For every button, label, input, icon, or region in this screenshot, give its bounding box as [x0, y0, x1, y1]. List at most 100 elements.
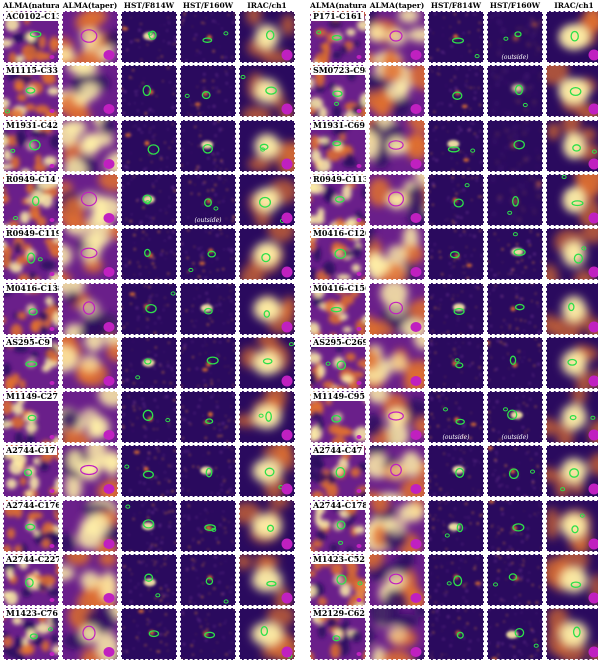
cutout-image [428, 228, 484, 280]
cutout-image-render [369, 445, 425, 497]
cutout-image-render [546, 174, 598, 226]
cutout-image [62, 174, 118, 226]
cutout-image-render [546, 11, 598, 63]
source-label: M1115-C33 [4, 66, 59, 75]
cutout-image [121, 391, 177, 443]
cutout-image-render [546, 445, 598, 497]
cutout-image-render [180, 120, 236, 172]
cutout-image [121, 11, 177, 63]
cutout-image-render [180, 554, 236, 606]
cutout-image [546, 445, 598, 497]
cutout-image [487, 174, 543, 226]
cutout-image [428, 500, 484, 552]
source-label: M0416-C156 [311, 284, 366, 293]
cutout-image [62, 228, 118, 280]
cutout-image [239, 228, 295, 280]
cutout-image [239, 174, 295, 226]
cutout-image-render [121, 228, 177, 280]
cutout-image-render [487, 174, 543, 226]
cutout-image: (outside) [487, 391, 543, 443]
cutout-image: AS295-C269 [310, 337, 366, 389]
cutout-image-render [239, 11, 295, 63]
cutout-image: R0949-C119 [3, 228, 59, 280]
cutout-image [428, 11, 484, 63]
cutout-image-render [428, 65, 484, 117]
source-label: M1149-C27 [4, 392, 59, 401]
cutout-image [62, 608, 118, 660]
cutout-image-render [121, 65, 177, 117]
cutout-image [62, 65, 118, 117]
source-label: R0949-C14 [4, 175, 58, 184]
cutout-image [487, 608, 543, 660]
cutout-image: A2744-C47 [310, 445, 366, 497]
source-label: M1931-C69 [311, 121, 366, 130]
cutout-image [121, 228, 177, 280]
cutout-image-render [428, 283, 484, 335]
cutout-image: M0416-C120 [310, 228, 366, 280]
cutout-image-render [487, 228, 543, 280]
cutout-image-render [180, 500, 236, 552]
cutout-image [546, 554, 598, 606]
cutout-image-render [239, 391, 295, 443]
cutout-image-render [546, 228, 598, 280]
cutout-image: M1115-C33 [3, 65, 59, 117]
cutout-image [239, 11, 295, 63]
cutout-image [239, 500, 295, 552]
source-label: M1149-C95 [311, 392, 366, 401]
cutout-image [369, 337, 425, 389]
cutout-image: AS295-C9 [3, 337, 59, 389]
cutout-image-render [62, 228, 118, 280]
column-header: ALMA(natural) [310, 1, 366, 11]
cutout-image: A2744-C227 [3, 554, 59, 606]
column-header: HST/F814W [121, 1, 177, 11]
source-label: M0416-C138 [4, 284, 59, 293]
cutout-image: SM0723-C98 [310, 65, 366, 117]
cutout-image [121, 337, 177, 389]
cutout-image-render [487, 500, 543, 552]
source-label: M1423-C52 [311, 555, 366, 564]
cutout-image-render [428, 445, 484, 497]
column-header: ALMA(taper) [369, 1, 425, 11]
cutout-image-render [487, 337, 543, 389]
cutout-image-render [62, 283, 118, 335]
cutout-image-render [369, 391, 425, 443]
cutout-image-render [62, 65, 118, 117]
cutout-image [369, 65, 425, 117]
cutout-image-render [369, 120, 425, 172]
cutout-image-render [62, 445, 118, 497]
cutout-image [239, 445, 295, 497]
cutout-image [121, 554, 177, 606]
cutout-image [239, 554, 295, 606]
cutout-image [239, 283, 295, 335]
cutout-image [369, 391, 425, 443]
cutout-image [62, 11, 118, 63]
outside-footprint-note: (outside) [428, 434, 484, 441]
cutout-image-render [428, 554, 484, 606]
cutout-image: M1931-C69 [310, 120, 366, 172]
cutout-image-render [62, 608, 118, 660]
cutout-image: R0949-C14 [3, 174, 59, 226]
cutout-image-render [239, 500, 295, 552]
cutout-image-render [121, 554, 177, 606]
cutout-image-render [487, 120, 543, 172]
column-header: HST/F160W [180, 1, 236, 11]
cutout-image [239, 120, 295, 172]
cutout-image-render [62, 391, 118, 443]
cutout-image [180, 120, 236, 172]
cutout-image-render [428, 120, 484, 172]
cutout-image [369, 283, 425, 335]
cutout-image [180, 391, 236, 443]
cutout-image: AC0102-C138 [3, 11, 59, 63]
cutout-image [180, 500, 236, 552]
cutout-image [121, 65, 177, 117]
cutout-image: M1149-C27 [3, 391, 59, 443]
cutout-image [546, 500, 598, 552]
cutout-image: M1423-C76 [3, 608, 59, 660]
cutout-image [62, 554, 118, 606]
cutout-image [546, 174, 598, 226]
column-header: IRAC/ch1 [546, 1, 598, 11]
cutout-image-render [62, 500, 118, 552]
cutout-image [180, 608, 236, 660]
cutout-image [369, 228, 425, 280]
